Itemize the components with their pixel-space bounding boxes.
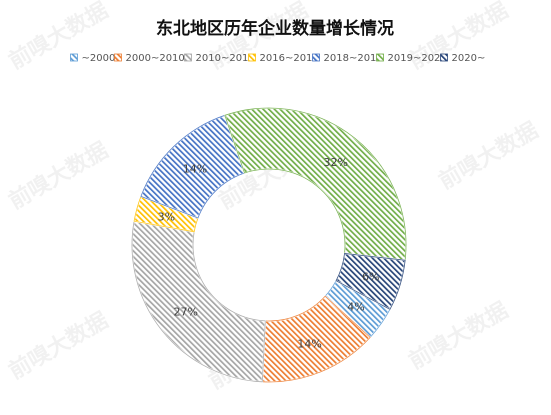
- data-label-2018-2019: 14%: [183, 162, 207, 175]
- watermark-text: 前嗅大数据: [434, 117, 542, 195]
- legend-label: 2019~2020: [388, 53, 447, 64]
- legend-swatch: [376, 53, 384, 62]
- legend-swatch: [248, 53, 256, 62]
- watermark-text: 前嗅大数据: [404, 297, 512, 375]
- legend: ~2000 2000~2010 2010~2016 2016~2018 2018~201…: [70, 53, 486, 64]
- legend-item-2016-2018: 2016~2018: [248, 53, 319, 64]
- legend-swatch: [114, 53, 122, 62]
- data-label-before-2000: 4%: [347, 300, 364, 313]
- legend-swatch: [184, 53, 192, 62]
- slice-labels: 4% 14% 27% 3% 14% 32% 6%: [158, 156, 380, 350]
- data-label-2020-onward: 6%: [362, 270, 379, 283]
- legend-label: 2016~2018: [260, 53, 319, 64]
- slice-outline-2019-2020: [224, 107, 407, 261]
- slice-outline-2020-onward: [335, 253, 406, 310]
- legend-item-2019-2020: 2019~2020: [376, 53, 447, 64]
- legend-item-2010-2016: 2010~2016: [184, 53, 255, 64]
- slice-2010-2016: [131, 220, 267, 383]
- watermark-text: 前嗅大数据: [4, 137, 112, 215]
- legend-label: 2018~2019: [324, 53, 383, 64]
- data-label-2019-2020: 32%: [324, 156, 348, 169]
- legend-label: 2020~: [452, 53, 486, 64]
- legend-item-2000-2010: 2000~2010: [114, 53, 185, 64]
- legend-item-before-2000: ~2000: [70, 53, 116, 64]
- legend-item-2020-onward: 2020~: [440, 53, 486, 64]
- slice-outline-2010-2016: [131, 220, 266, 383]
- legend-label: ~2000: [82, 53, 116, 64]
- legend-item-2018-2019: 2018~2019: [312, 53, 383, 64]
- legend-label: 2010~2016: [196, 53, 255, 64]
- data-label-2000-2010: 14%: [297, 337, 321, 350]
- legend-swatch: [70, 53, 78, 62]
- legend-label: 2000~2010: [126, 53, 185, 64]
- legend-swatch: [440, 53, 448, 62]
- data-label-2010-2016: 27%: [174, 305, 198, 318]
- watermark-text: 前嗅大数据: [4, 307, 112, 385]
- legend-swatch: [312, 53, 320, 62]
- data-label-2016-2018: 3%: [158, 211, 175, 224]
- chart-title: 东北地区历年企业数量增长情况: [156, 18, 394, 39]
- slices: [131, 107, 407, 383]
